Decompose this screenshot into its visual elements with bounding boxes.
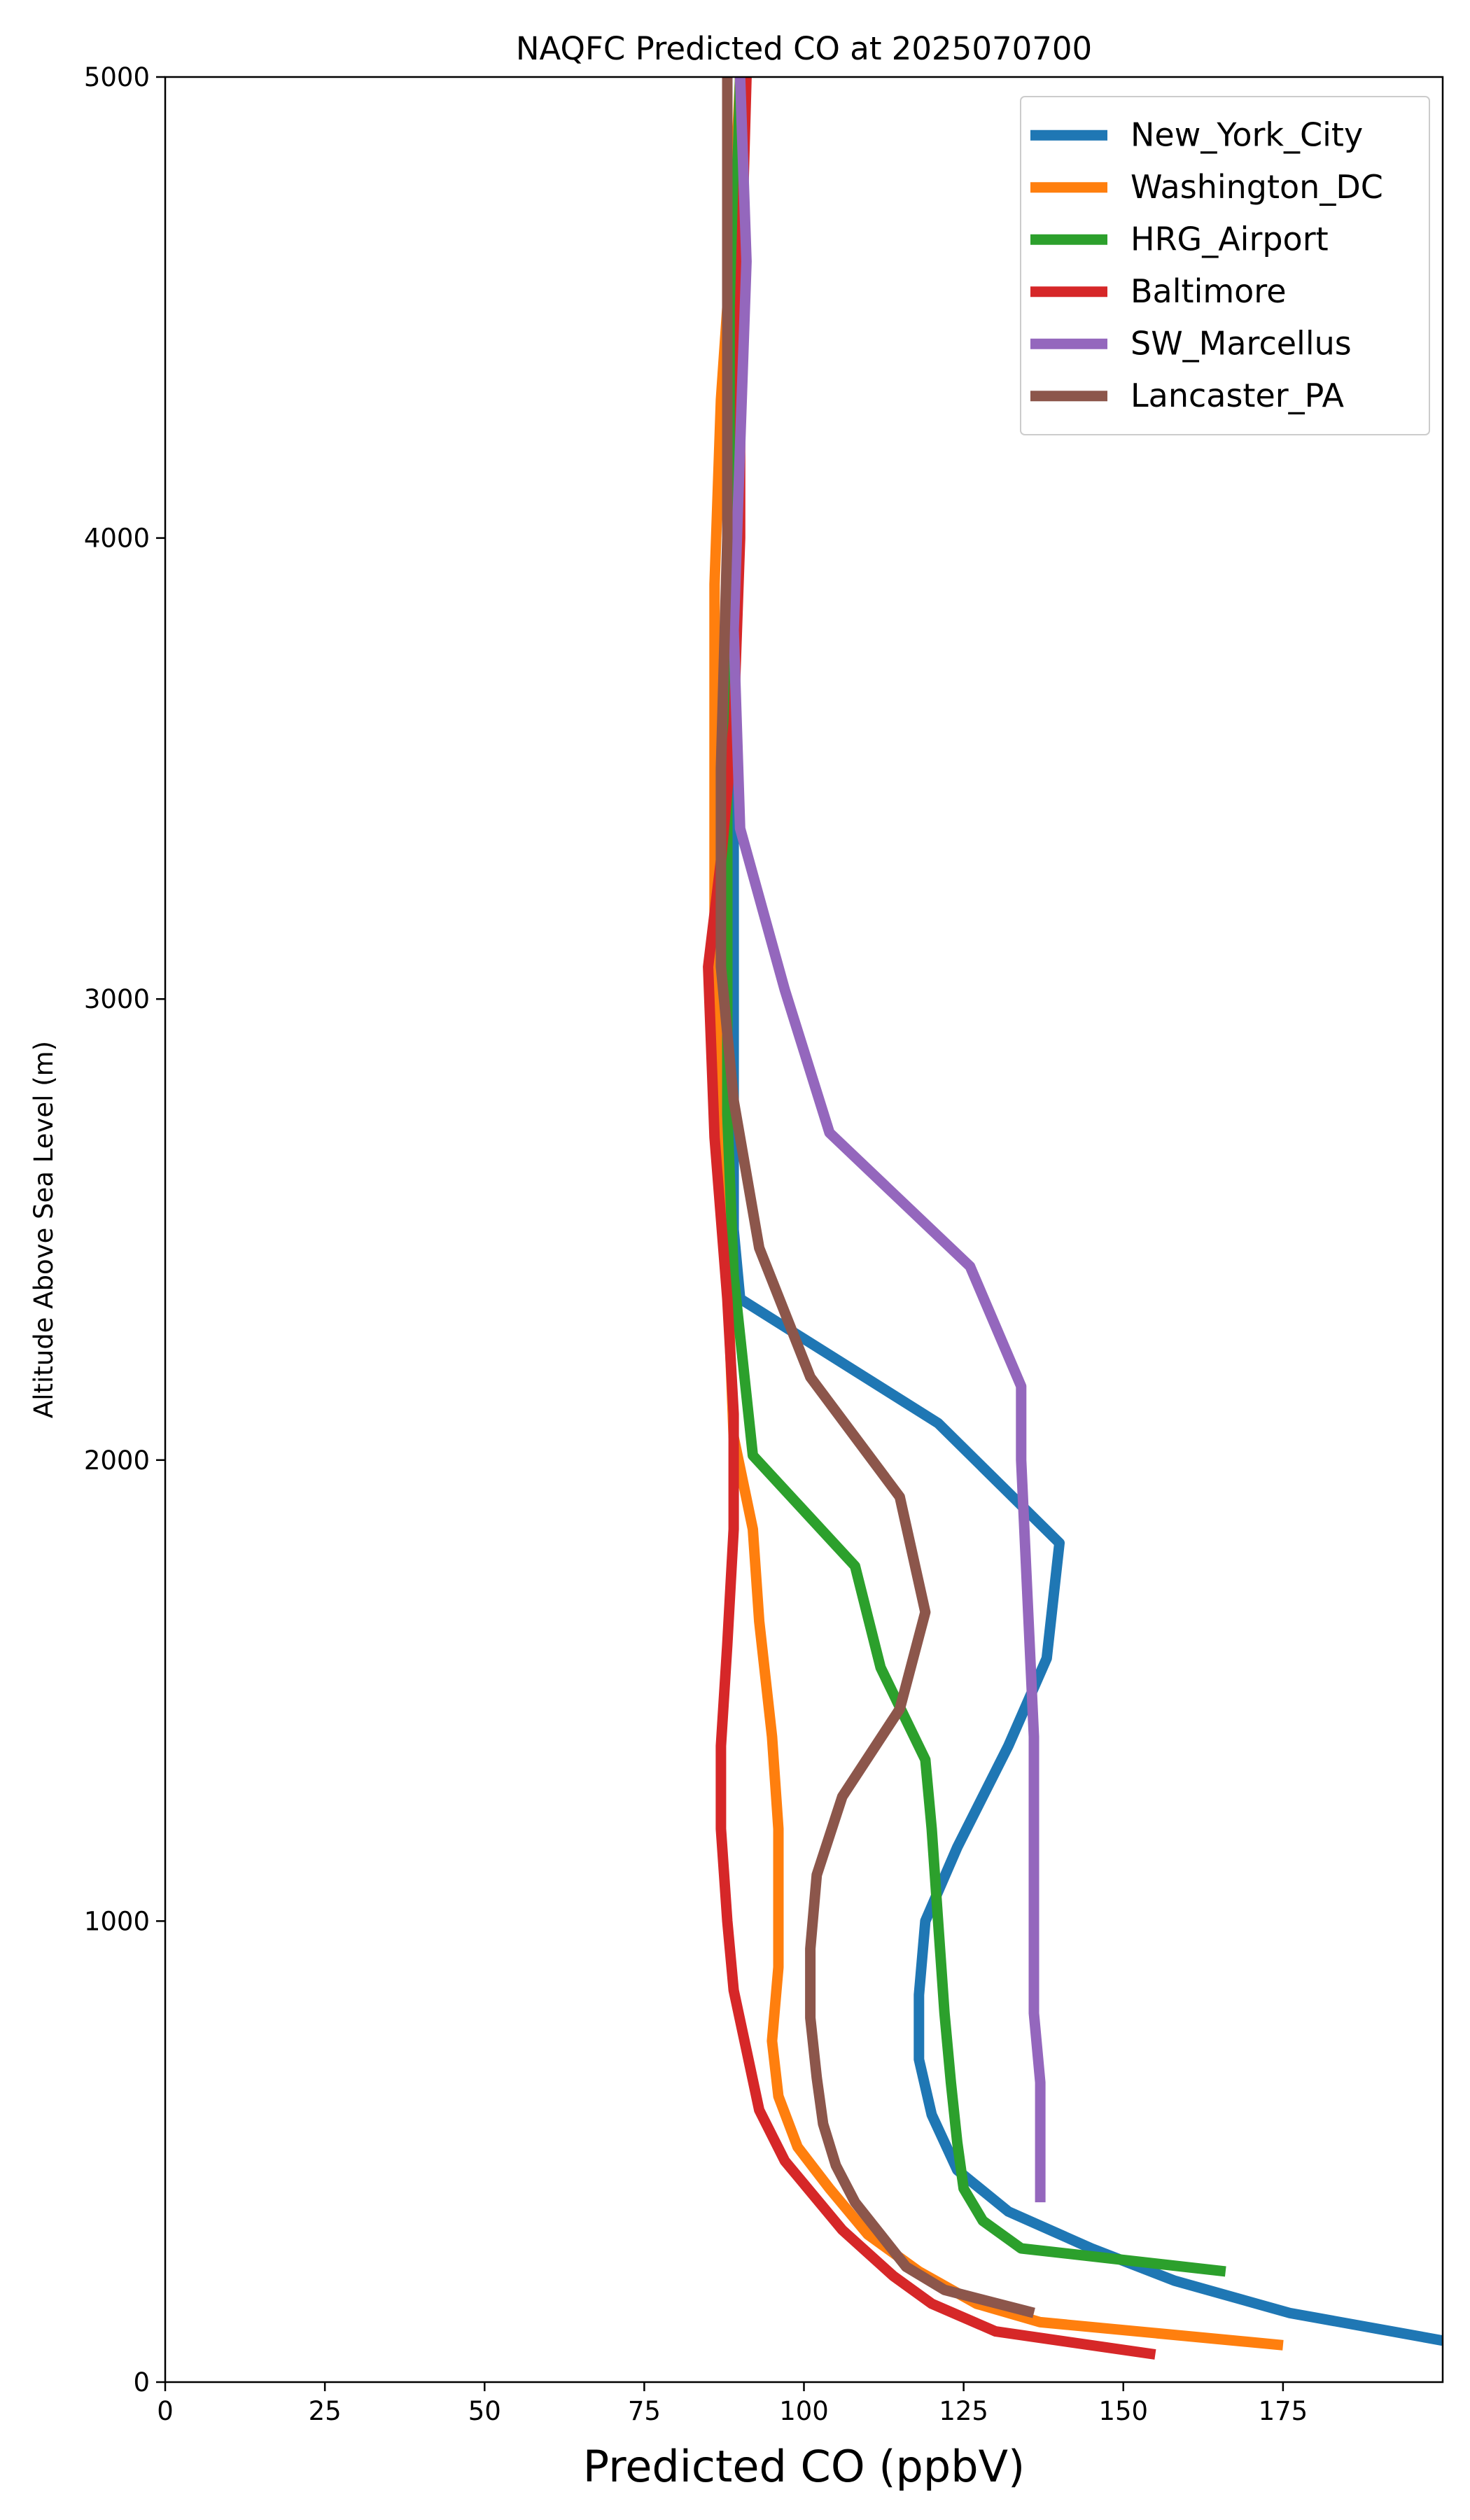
x-axis-ticks: 0 25 50 75 100 125 150 175	[157, 2382, 1308, 2426]
y-tick-label: 1000	[84, 1906, 150, 1936]
legend-label: Baltimore	[1130, 272, 1287, 310]
x-tick-label: 25	[309, 2396, 342, 2426]
y-axis-ticks: 0 1000 2000 3000 4000 5000	[84, 62, 165, 2398]
series-line-sw-marcellus	[728, 77, 1046, 2203]
y-tick-label: 4000	[84, 524, 150, 554]
x-tick-label: 150	[1098, 2396, 1148, 2426]
x-tick-label: 0	[157, 2396, 174, 2426]
x-tick-label: 175	[1259, 2396, 1308, 2426]
series-line-lancaster-pa	[715, 77, 1035, 2318]
y-tick-label: 2000	[84, 1446, 150, 1476]
x-tick-label: 75	[628, 2396, 661, 2426]
x-axis-label: Predicted CO (ppbV)	[583, 2441, 1025, 2492]
legend-label: HRG_Airport	[1130, 220, 1329, 258]
series-layer	[703, 77, 1443, 2360]
x-tick-label: 100	[779, 2396, 829, 2426]
y-tick-label: 0	[133, 2367, 150, 2398]
legend-box	[1020, 96, 1430, 435]
x-tick-label: 50	[468, 2396, 501, 2426]
chart-title: NAQFC Predicted CO at 2025070700	[516, 30, 1092, 67]
legend-label: Lancaster_PA	[1130, 377, 1344, 414]
y-tick-label: 5000	[84, 62, 150, 92]
series-line-washington-dc	[709, 77, 1284, 2351]
legend-label: SW_Marcellus	[1130, 324, 1352, 362]
y-axis-label: Altitude Above Sea Level (m)	[29, 1041, 59, 1418]
x-tick-label: 125	[939, 2396, 988, 2426]
y-tick-label: 3000	[84, 984, 150, 1014]
legend-label: New_York_City	[1130, 115, 1363, 153]
legend: New_York_City Washington_DC HRG_Airport Bal…	[1020, 96, 1430, 435]
legend-items: New_York_City Washington_DC HRG_Airport Bal…	[1030, 115, 1383, 414]
legend-label: Washington_DC	[1130, 168, 1383, 206]
